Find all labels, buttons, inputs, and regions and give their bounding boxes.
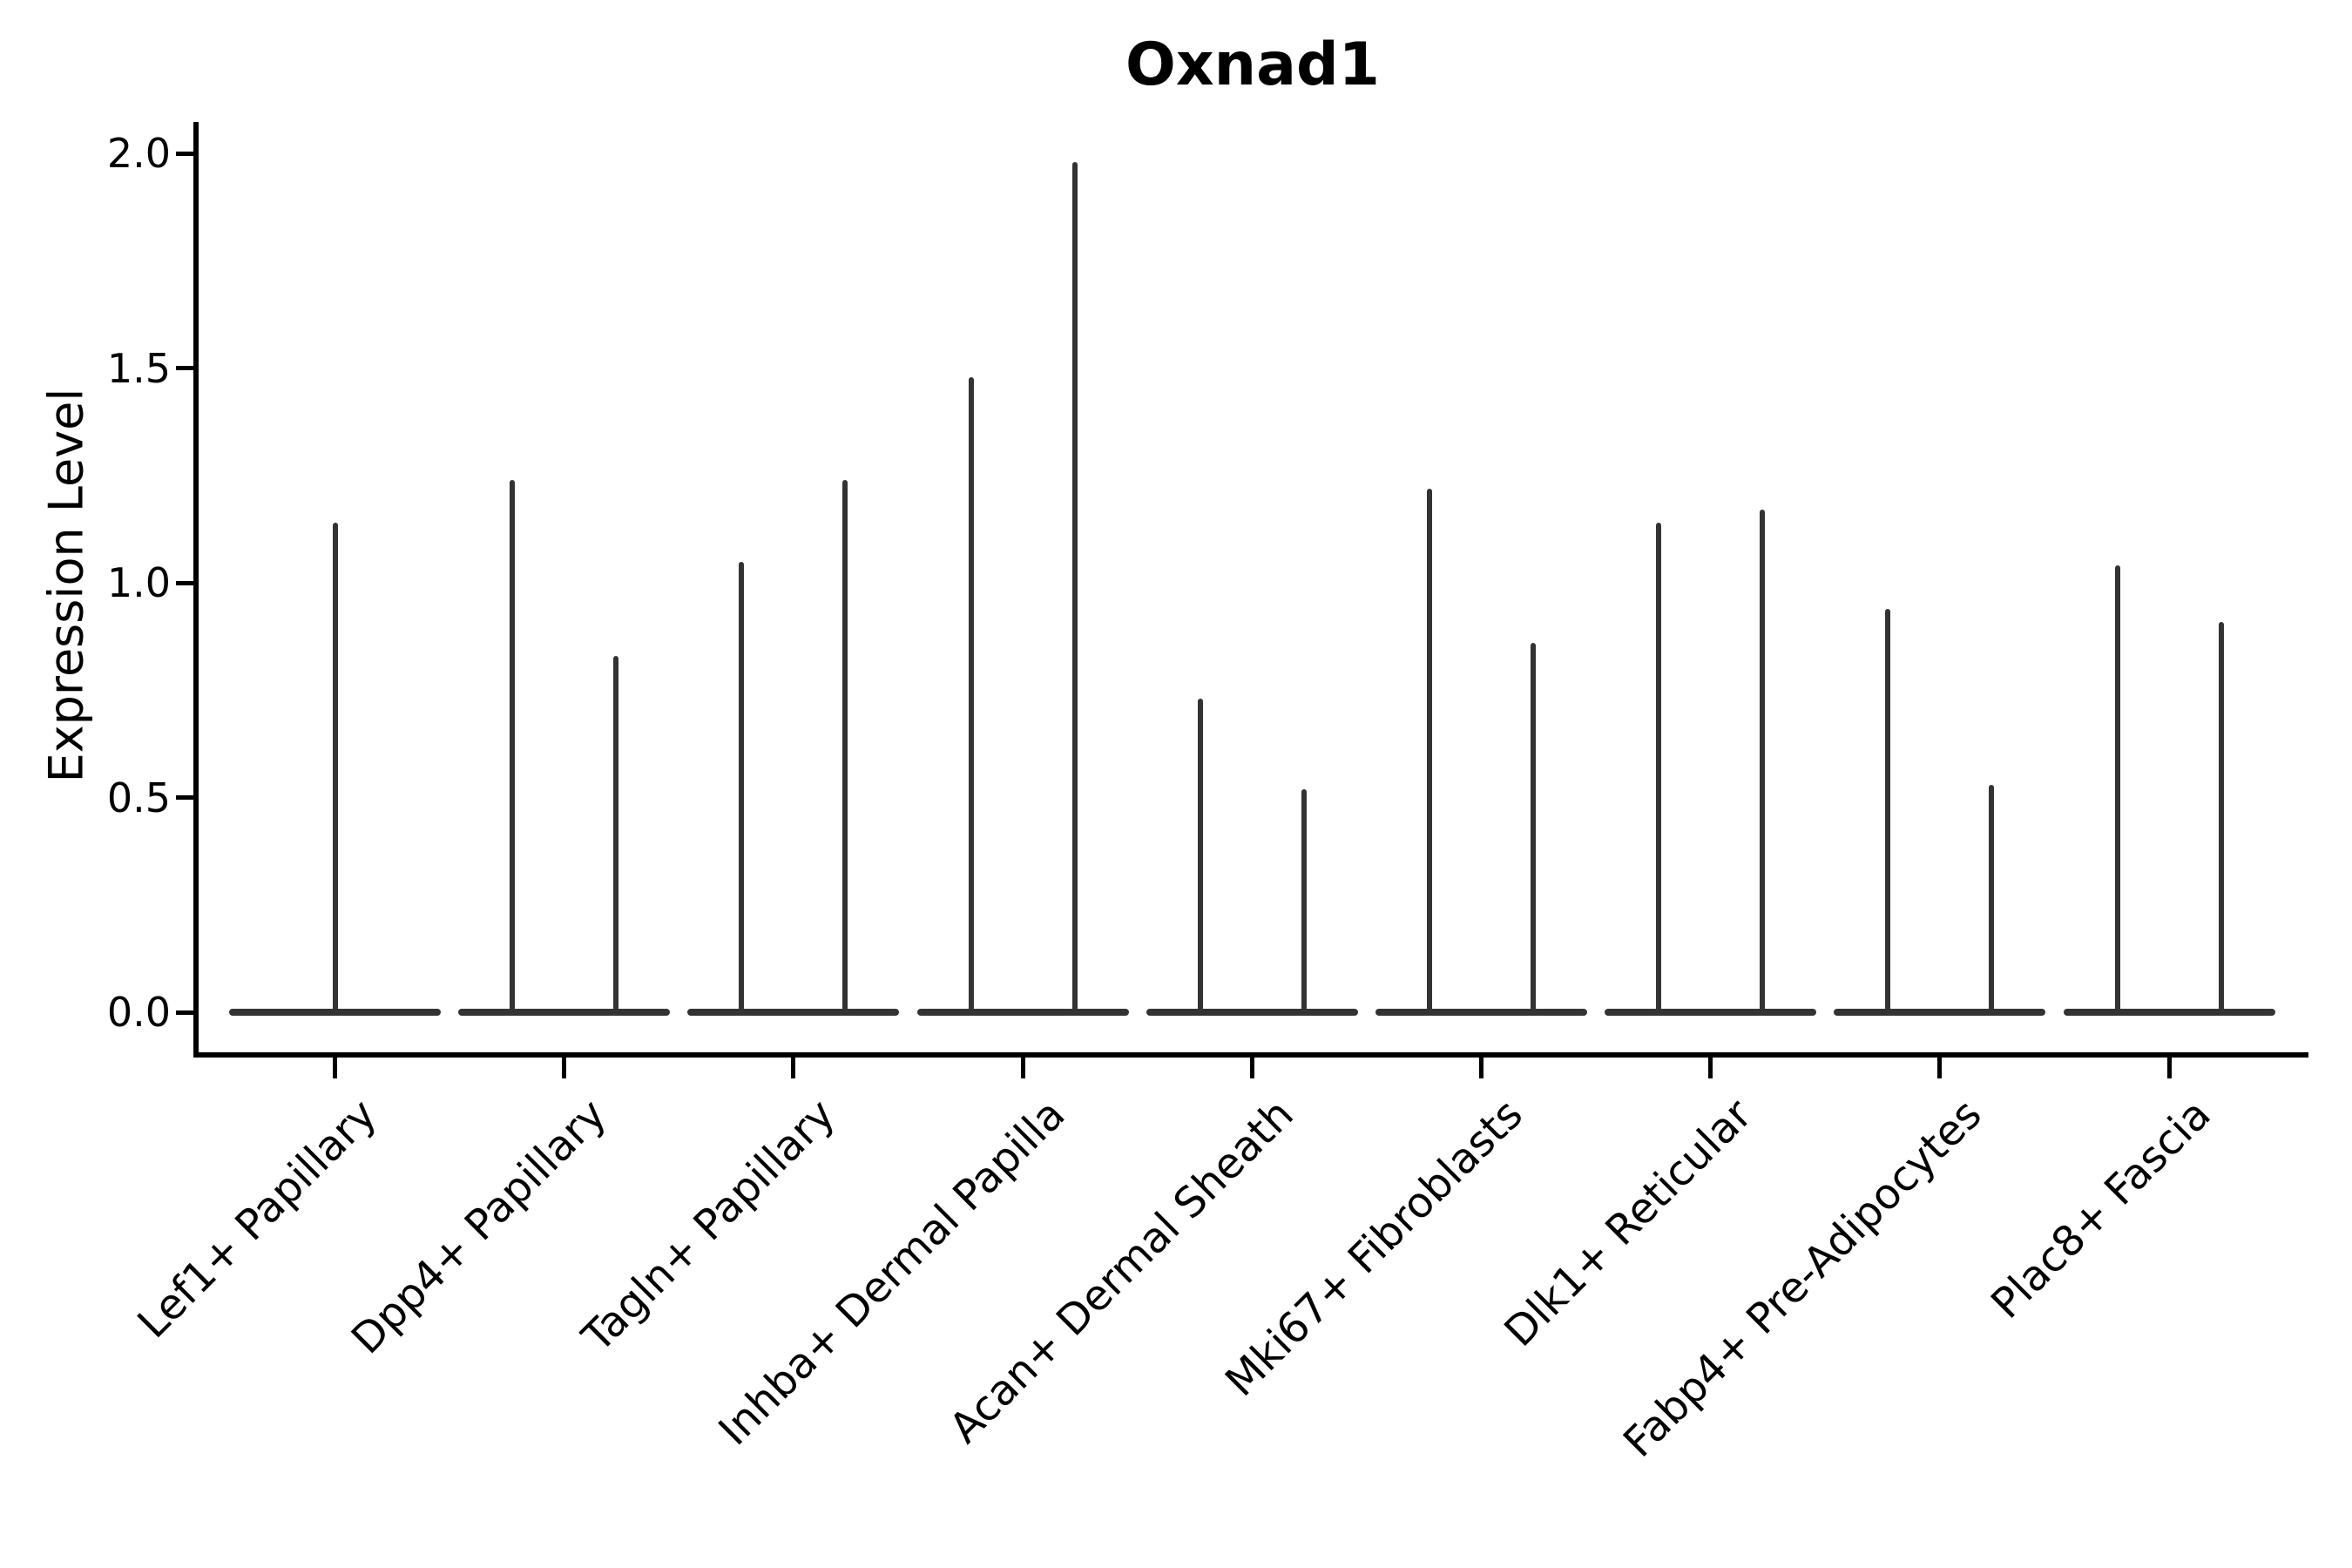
x-tick <box>1937 1058 1943 1078</box>
x-tick <box>562 1058 567 1078</box>
x-tick <box>791 1058 796 1078</box>
chart-title: Oxnad1 <box>1125 30 1380 99</box>
violin-bulk <box>1834 1009 2046 1016</box>
x-tick <box>1249 1058 1254 1078</box>
y-tick <box>176 1010 193 1015</box>
y-tick-label: 0.5 <box>106 774 171 821</box>
x-tick-label: Dlk1+ Reticular <box>1495 1090 1762 1356</box>
x-tick-label: Plac8+ Fascia <box>1982 1090 2220 1328</box>
violin-tail-spike <box>1760 510 1766 1016</box>
y-axis-label: Expression Level <box>38 388 94 783</box>
violin-tail-spike <box>739 561 745 1016</box>
violin-bulk <box>2063 1009 2275 1016</box>
violin-bulk <box>1605 1009 1817 1016</box>
x-tick-label: Dpp4+ Papillary <box>341 1090 616 1364</box>
violin-tail-spike <box>968 376 974 1016</box>
violin-bulk <box>916 1009 1129 1016</box>
violin-bulk <box>687 1009 900 1016</box>
violin-tail-spike <box>1656 523 1662 1016</box>
violin-bulk <box>458 1009 671 1016</box>
y-tick <box>176 366 193 371</box>
violin-tail-spike <box>1301 788 1307 1016</box>
y-tick <box>176 795 193 801</box>
x-tick <box>1020 1058 1025 1078</box>
x-axis-spine <box>193 1052 2308 1058</box>
violin-tail-spike <box>1885 608 1891 1016</box>
y-tick <box>176 580 193 585</box>
violin-bulk <box>1146 1009 1358 1016</box>
y-tick-label: 2.0 <box>106 130 171 178</box>
violin-tail-spike <box>1197 699 1203 1016</box>
x-tick <box>333 1058 337 1078</box>
x-tick-label: Lef1+ Papillary <box>128 1090 387 1348</box>
y-tick-label: 1.0 <box>106 559 171 607</box>
x-tick <box>1708 1058 1713 1078</box>
violin-tail-spike <box>510 479 516 1016</box>
violin-tail-spike <box>1989 784 1995 1016</box>
violin-tail-spike <box>842 479 848 1016</box>
y-tick <box>176 151 193 156</box>
violin-tail-spike <box>1427 488 1432 1016</box>
x-tick <box>1479 1058 1484 1078</box>
violin-bulk <box>1375 1009 1587 1016</box>
y-tick-label: 0.0 <box>106 989 171 1036</box>
y-tick-label: 1.5 <box>106 344 171 392</box>
violin-tail-spike <box>1531 643 1536 1016</box>
violin-tail-spike <box>332 523 338 1016</box>
violin-tail-spike <box>1071 162 1078 1016</box>
y-axis-spine <box>193 122 199 1058</box>
x-tick <box>2166 1058 2172 1078</box>
violin-tail-spike <box>2114 565 2120 1016</box>
violin-tail-spike <box>613 655 619 1016</box>
x-tick-label: Tagln+ Papillary <box>573 1090 845 1362</box>
violin-tail-spike <box>2218 621 2224 1016</box>
